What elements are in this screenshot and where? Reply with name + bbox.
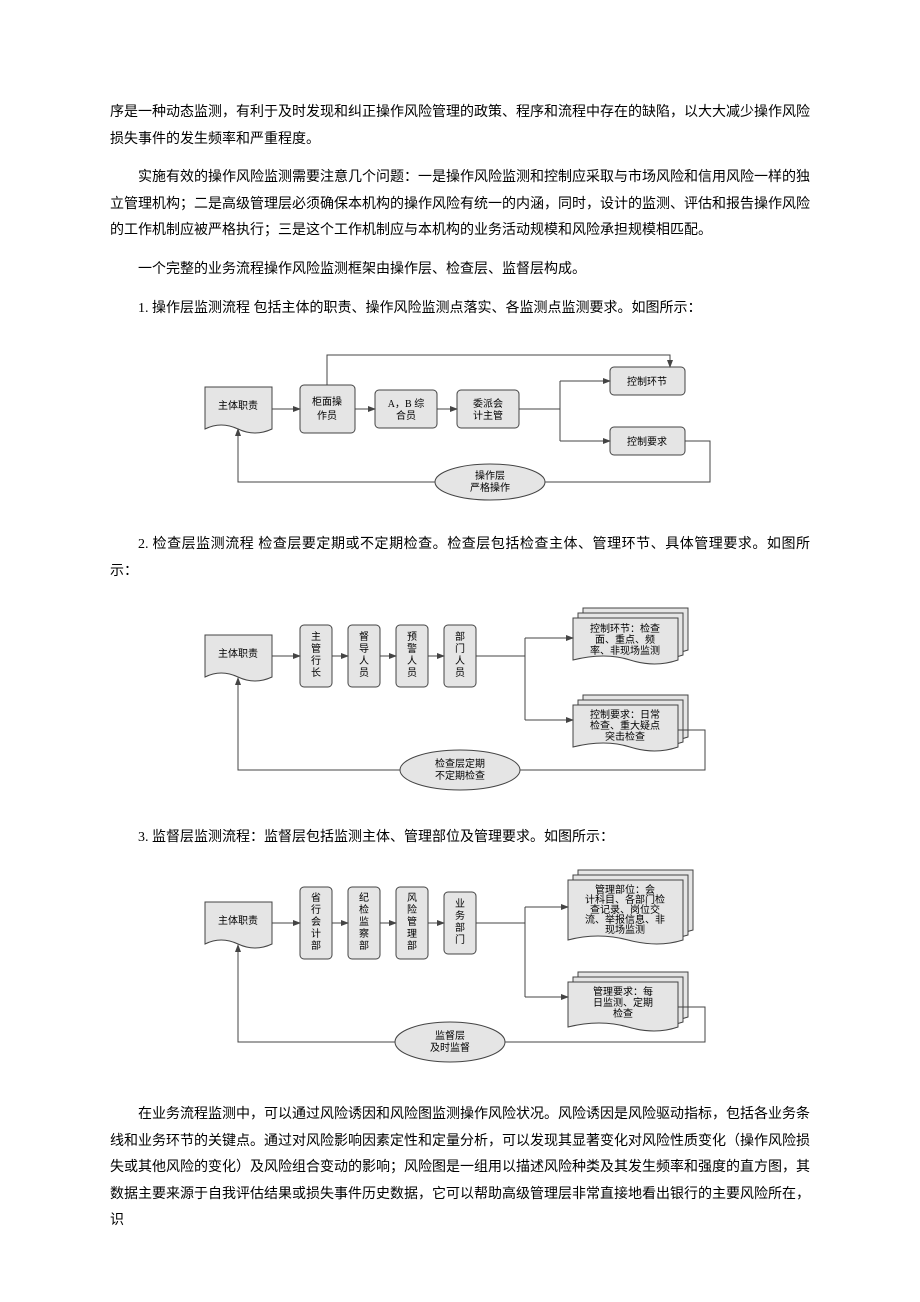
svg-text:务: 务 [455, 909, 465, 922]
svg-text:员: 员 [407, 667, 417, 679]
svg-text:管: 管 [407, 915, 417, 928]
diagram-supervise-layer: 主体职责 省 行 会 计 部 纪 检 监 察 部 风 险 管 理 部 业 务 部… [190, 867, 730, 1077]
svg-text:预: 预 [407, 631, 417, 643]
svg-text:人: 人 [407, 655, 417, 667]
svg-text:作员: 作员 [317, 410, 337, 422]
svg-text:察: 察 [359, 927, 369, 940]
svg-text:检: 检 [359, 903, 369, 916]
svg-text:行: 行 [311, 903, 321, 916]
svg-text:不定期检查: 不定期检查 [435, 769, 485, 782]
svg-text:督: 督 [359, 630, 369, 643]
svg-text:理: 理 [407, 928, 417, 940]
svg-text:检查、重大疑点: 检查、重大疑点 [590, 719, 660, 732]
svg-text:会: 会 [311, 915, 321, 928]
svg-text:警: 警 [407, 642, 417, 655]
svg-text:部: 部 [407, 939, 417, 952]
paragraph: 2. 检查层监测流程 检查层要定期或不定期检查。检查层包括检查主体、管理环节、具… [110, 532, 810, 585]
diagram-check-layer: 主体职责 主 管 行 长 督 导 人 员 预 警 人 员 部 门 人 员 控制环… [190, 600, 730, 800]
svg-text:管理要求：每: 管理要求：每 [593, 985, 653, 998]
svg-text:突击检查: 突击检查 [605, 730, 645, 743]
svg-text:主体职责: 主体职责 [218, 647, 258, 660]
svg-text:门: 门 [455, 642, 465, 655]
svg-text:监: 监 [359, 915, 369, 928]
svg-text:主体职责: 主体职责 [218, 914, 258, 927]
svg-text:面、重点、频: 面、重点、频 [595, 633, 655, 646]
svg-text:检查: 检查 [613, 1007, 633, 1020]
svg-text:合员: 合员 [396, 409, 416, 422]
svg-text:省: 省 [311, 891, 321, 904]
svg-text:操作层: 操作层 [475, 469, 505, 482]
svg-text:及时监督: 及时监督 [430, 1041, 470, 1054]
paragraph: 3. 监督层监测流程：监督层包括监测主体、管理部位及管理要求。如图所示： [110, 825, 810, 852]
svg-text:管: 管 [311, 642, 321, 655]
paragraph: 在业务流程监测中，可以通过风险诱因和风险图监测操作风险状况。风险诱因是风险驱动指… [110, 1102, 810, 1235]
svg-text:柜面操: 柜面操 [312, 395, 342, 408]
svg-text:控制环节: 控制环节 [627, 375, 667, 388]
svg-text:现场监测: 现场监测 [605, 923, 645, 936]
svg-text:控制要求: 控制要求 [627, 435, 667, 448]
paragraph: 1. 操作层监测流程 包括主体的职责、操作风险监测点落实、各监测点监测要求。如图… [110, 296, 810, 323]
paragraph: 一个完整的业务流程操作风险监测框架由操作层、检查层、监督层构成。 [110, 257, 810, 284]
svg-text:A，B 综: A，B 综 [388, 397, 424, 410]
svg-text:人: 人 [359, 655, 369, 667]
svg-text:行: 行 [311, 654, 321, 667]
svg-text:风: 风 [407, 892, 417, 904]
svg-text:门: 门 [455, 933, 465, 946]
svg-text:计: 计 [311, 927, 321, 940]
svg-text:严格操作: 严格操作 [470, 481, 510, 494]
svg-text:检查层定期: 检查层定期 [435, 757, 485, 770]
svg-text:控制要求：日常: 控制要求：日常 [590, 708, 660, 721]
svg-text:主: 主 [311, 631, 321, 643]
svg-text:部: 部 [359, 939, 369, 952]
svg-text:部: 部 [311, 939, 321, 952]
svg-text:监督层: 监督层 [435, 1029, 465, 1042]
svg-text:纪: 纪 [359, 892, 369, 904]
svg-text:部: 部 [455, 921, 465, 934]
svg-text:率、非现场监测: 率、非现场监测 [590, 644, 660, 657]
diagram-operation-layer: 主体职责 柜面操 作员 A，B 综 合员 委派会 计主管 控制环节 控制要求 操… [190, 337, 730, 507]
svg-text:计主管: 计主管 [473, 409, 503, 422]
svg-text:业: 业 [455, 898, 465, 910]
svg-text:主体职责: 主体职责 [218, 399, 258, 412]
svg-text:长: 长 [311, 667, 321, 679]
svg-text:委派会: 委派会 [473, 397, 503, 410]
svg-text:险: 险 [407, 903, 417, 916]
paragraph: 实施有效的操作风险监测需要注意几个问题：一是操作风险监测和控制应采取与市场风险和… [110, 165, 810, 245]
svg-text:控制环节：检查: 控制环节：检查 [590, 622, 660, 635]
svg-text:员: 员 [359, 667, 369, 679]
svg-text:人: 人 [455, 655, 465, 667]
svg-text:员: 员 [455, 667, 465, 679]
svg-text:部: 部 [455, 630, 465, 643]
paragraph: 序是一种动态监测，有利于及时发现和纠正操作风险管理的政策、程序和流程中存在的缺陷… [110, 100, 810, 153]
svg-text:日监测、定期: 日监测、定期 [593, 996, 653, 1009]
svg-text:导: 导 [359, 643, 369, 655]
